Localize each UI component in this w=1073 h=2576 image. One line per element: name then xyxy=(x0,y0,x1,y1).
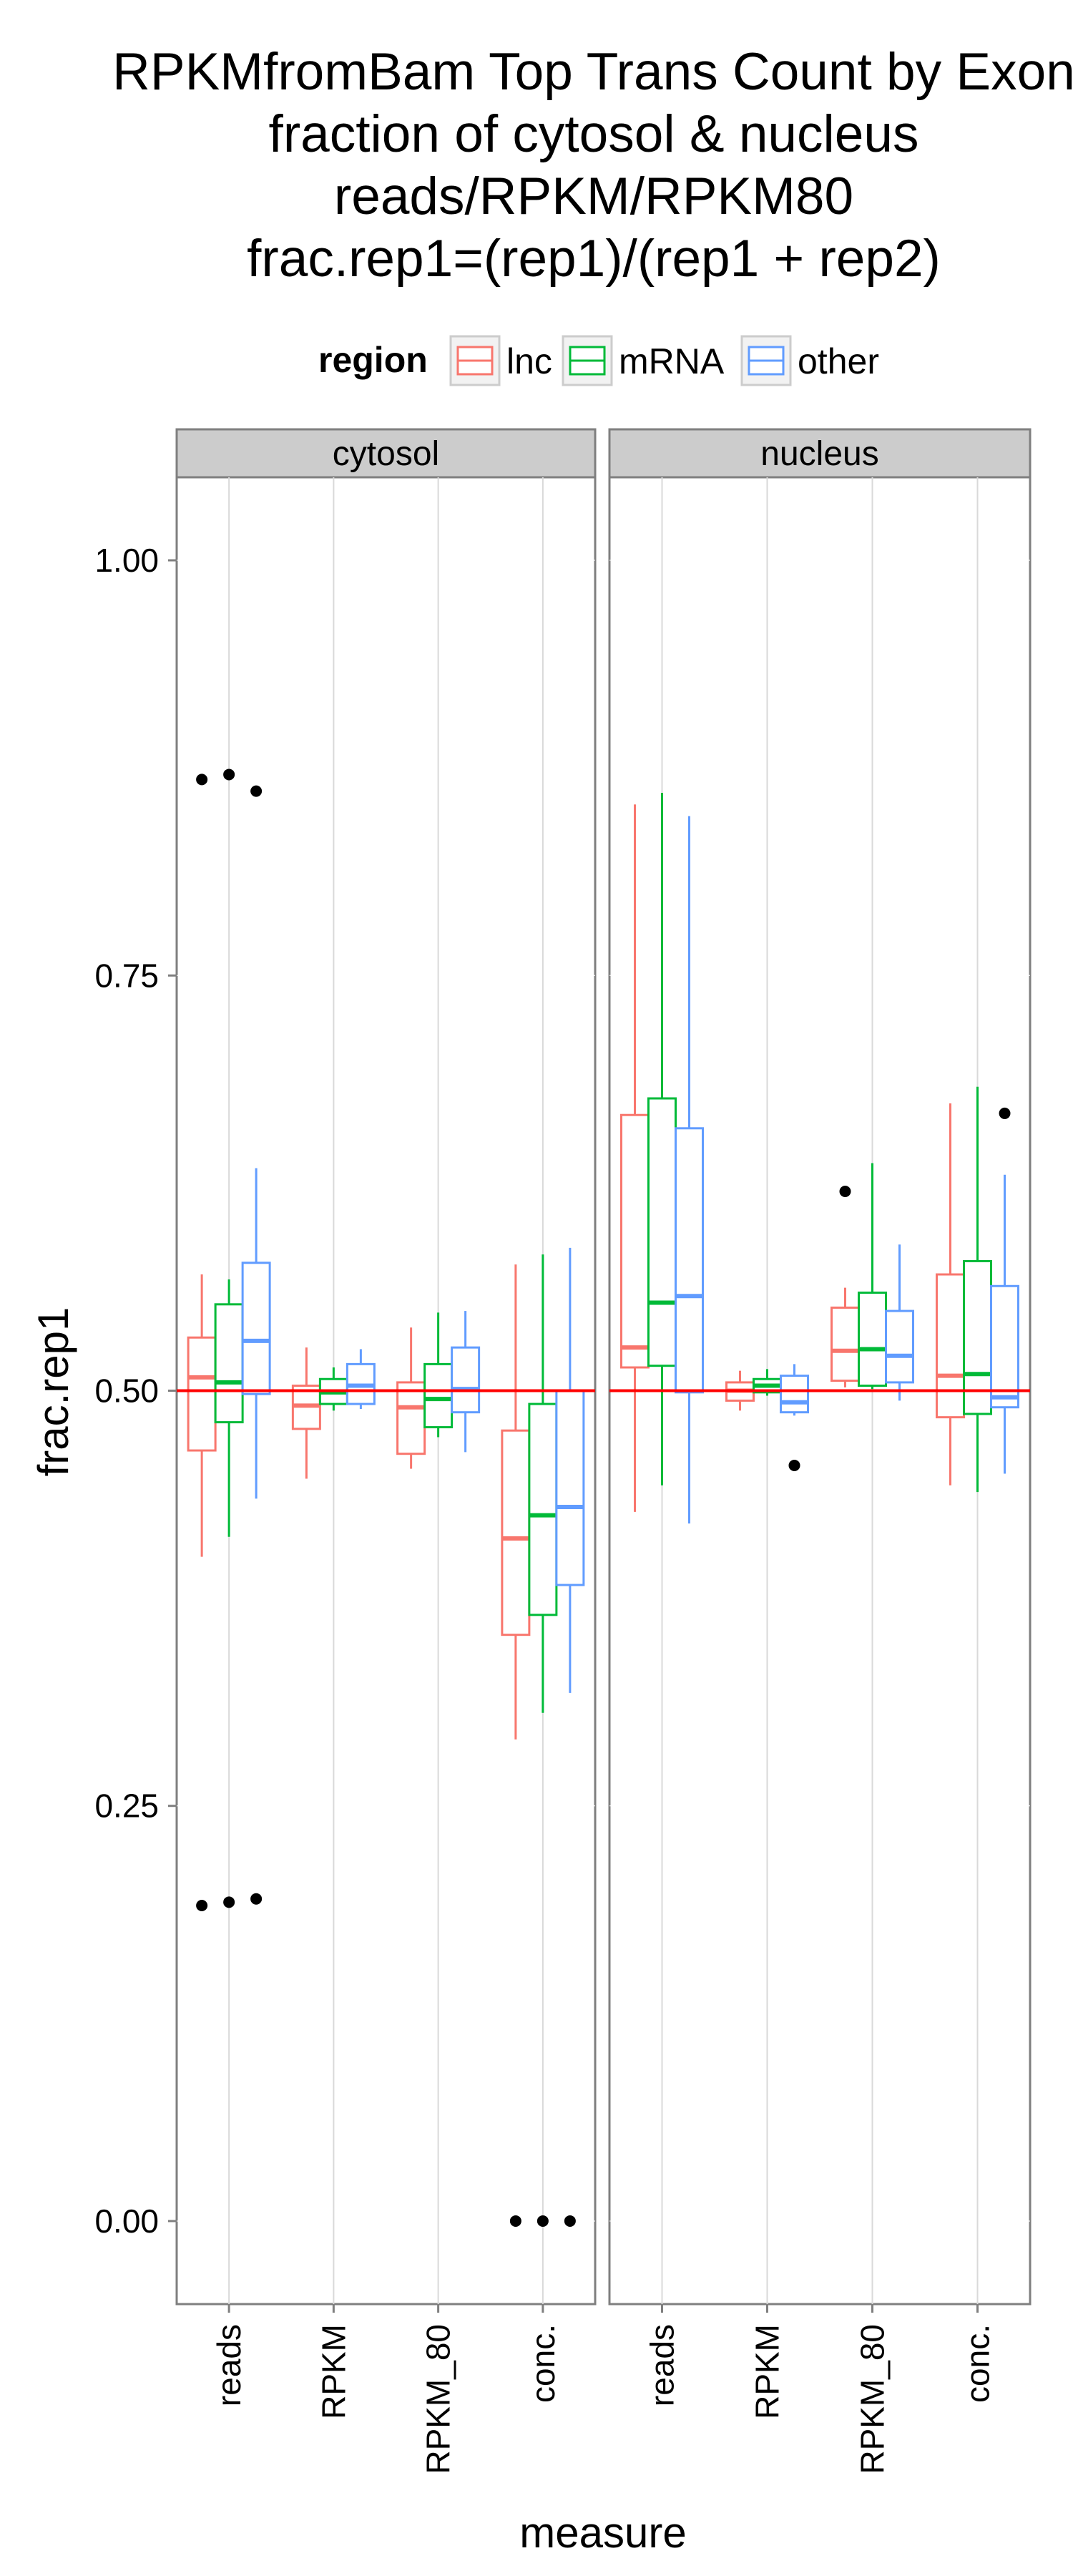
box-lnc xyxy=(620,1113,650,1369)
box-mrna xyxy=(647,1097,677,1367)
title-line-2: fraction of cytosol & nucleus xyxy=(269,105,919,163)
legend-key-mrna: mRNA xyxy=(562,335,725,386)
x-axis: reads RPKM RPKM_80 conc. reads RPKM RPKM_80 con… xyxy=(210,2304,996,2474)
box-other xyxy=(885,1309,914,1384)
box-mrna xyxy=(963,1259,992,1415)
box-lnc xyxy=(936,1273,965,1419)
outlier-point xyxy=(839,1185,851,1197)
legend-key-lnc: lnc xyxy=(449,335,552,386)
box-other xyxy=(675,1127,704,1394)
x-tick-label: RPKM xyxy=(315,2324,352,2419)
y-tick-label: 0.00 xyxy=(94,2202,159,2240)
strip-nucleus xyxy=(608,428,1032,479)
outlier-point xyxy=(999,1107,1011,1119)
box-other xyxy=(990,1284,1019,1409)
outlier-point xyxy=(223,1896,235,1908)
box-other xyxy=(241,1262,271,1395)
title-line-3: reads/RPKM/RPKM80 xyxy=(334,167,853,225)
box-other xyxy=(780,1375,809,1414)
y-tick-label: 1.00 xyxy=(94,542,159,579)
x-tick-label: reads xyxy=(644,2324,681,2406)
title-line-4: frac.rep1=(rep1)/(rep1 + rep2) xyxy=(247,230,941,288)
marks-nucleus xyxy=(609,792,1030,1524)
box-lnc xyxy=(831,1306,860,1382)
strip-label-nucleus: nucleus xyxy=(760,435,878,473)
panel-nucleus: nucleus xyxy=(608,428,1032,2306)
legend: region lnc mRNA other xyxy=(318,335,879,386)
y-axis-title: frac.rep1 xyxy=(29,1307,77,1477)
legend-title: region xyxy=(318,340,428,380)
strip-label-cytosol: cytosol xyxy=(333,435,439,473)
box-lnc xyxy=(396,1381,426,1455)
title-line-1: RPKMfromBam Top Trans Count by Exon xyxy=(112,43,1073,101)
outlier-point xyxy=(564,2215,576,2227)
outlier-point xyxy=(223,769,235,781)
y-tick-label: 0.25 xyxy=(94,1787,159,1825)
marks-cytosol xyxy=(177,769,595,2227)
x-axis-title: measure xyxy=(519,2509,686,2557)
x-tick-label: conc. xyxy=(959,2324,996,2403)
box-mrna xyxy=(528,1402,558,1616)
y-tick-label: 0.50 xyxy=(94,1372,159,1410)
x-tick-label: conc. xyxy=(524,2324,562,2403)
box-mrna xyxy=(858,1292,887,1387)
x-tick-label: RPKM_80 xyxy=(854,2324,891,2474)
box-other xyxy=(451,1346,481,1414)
y-tick-label: 0.75 xyxy=(94,957,159,994)
x-tick-label: RPKM xyxy=(749,2324,786,2419)
box-mrna xyxy=(214,1303,244,1424)
x-tick-label: RPKM_80 xyxy=(420,2324,457,2474)
outlier-point xyxy=(196,1899,208,1911)
outlier-point xyxy=(788,1459,800,1471)
legend-label-lnc: lnc xyxy=(506,341,552,381)
box-lnc xyxy=(187,1336,217,1452)
legend-key-other: other xyxy=(740,335,879,386)
y-axis: 0.00 0.25 0.50 0.75 1.00 xyxy=(94,542,177,2240)
box-other xyxy=(555,1390,585,1586)
box-mrna xyxy=(423,1362,454,1429)
x-tick-label: reads xyxy=(210,2324,248,2406)
strip-cytosol xyxy=(175,428,597,479)
outlier-point xyxy=(250,1893,263,1905)
outlier-point xyxy=(196,774,208,786)
box-lnc xyxy=(501,1429,531,1636)
outlier-point xyxy=(509,2215,521,2227)
legend-label-other: other xyxy=(798,341,879,381)
panel-cytosol: cytosol xyxy=(175,428,597,2306)
legend-label-mrna: mRNA xyxy=(619,341,725,381)
outlier-point xyxy=(250,785,263,797)
outlier-point xyxy=(536,2215,549,2227)
chart-title: RPKMfromBam Top Trans Count by Exon frac… xyxy=(112,43,1073,288)
